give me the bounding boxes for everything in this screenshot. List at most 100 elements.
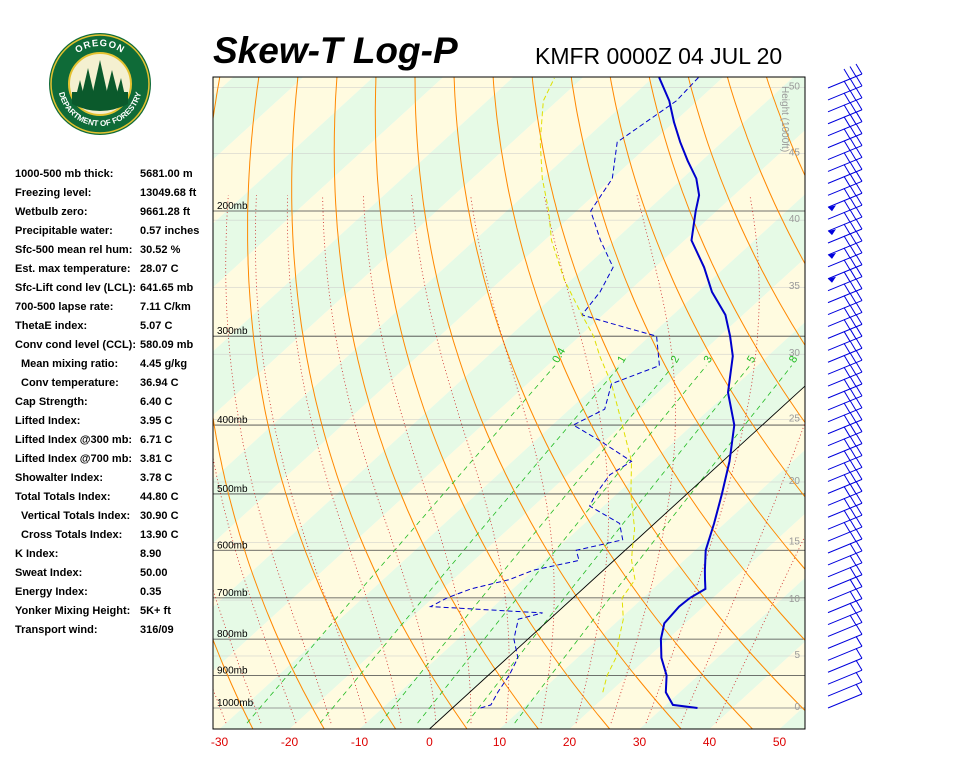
index-label: Conv cond level (CCL): bbox=[15, 339, 137, 351]
wind-barb bbox=[827, 409, 863, 435]
dry-adiabat bbox=[213, 77, 325, 729]
x-tick-label: 40 bbox=[703, 735, 717, 749]
index-label: Lifted Index: bbox=[15, 415, 81, 427]
temperature-band bbox=[359, 322, 805, 729]
index-value: 30.90 C bbox=[140, 510, 179, 522]
temperature-band bbox=[213, 77, 234, 96]
index-row: Showalter Index: 3.78 C bbox=[15, 472, 215, 491]
height-label: 10 bbox=[789, 594, 801, 605]
index-value: 641.65 mb bbox=[140, 282, 194, 294]
temperature-trace bbox=[658, 77, 736, 709]
index-value: 3.81 C bbox=[140, 453, 173, 465]
mixing-ratio-label: 5 bbox=[745, 354, 758, 365]
mixing-ratio-line bbox=[514, 365, 793, 724]
index-row: Energy Index: 0.35 bbox=[15, 586, 215, 605]
dry-adiabat bbox=[291, 77, 468, 729]
wind-barb bbox=[827, 349, 863, 375]
wind-barb bbox=[827, 445, 863, 471]
wind-barb bbox=[827, 171, 863, 196]
index-label: Cross Totals Index: bbox=[21, 529, 123, 541]
temperature-band bbox=[779, 705, 805, 729]
dry-adiabat bbox=[920, 72, 960, 732]
mixing-ratio-line bbox=[466, 365, 751, 724]
wind-barb bbox=[827, 421, 863, 447]
dry-adiabat bbox=[492, 77, 805, 712]
index-row: Cap Strength: 6.40 C bbox=[15, 396, 215, 415]
wind-barb bbox=[827, 87, 863, 113]
index-row: Lifted Index @700 mb: 3.81 C bbox=[15, 453, 215, 472]
wind-barb bbox=[827, 75, 863, 101]
wind-barb bbox=[827, 528, 863, 554]
x-tick-label: 20 bbox=[563, 735, 577, 749]
dewpoint-trace bbox=[428, 77, 700, 709]
wind-barb bbox=[827, 63, 863, 89]
dry-adiabat bbox=[843, 72, 960, 732]
index-row: Cross Totals Index: 13.90 C bbox=[15, 529, 215, 548]
index-value: 6.71 C bbox=[140, 434, 173, 446]
index-value: 28.07 C bbox=[140, 263, 179, 275]
index-value: 0.35 bbox=[140, 586, 162, 598]
index-label: Sfc-Lift cond lev (LCL): bbox=[15, 282, 136, 294]
x-tick-label: -20 bbox=[281, 735, 299, 749]
x-tick-label: 0 bbox=[426, 735, 433, 749]
temperature-band bbox=[499, 450, 805, 729]
index-label: Wetbulb zero: bbox=[15, 206, 88, 218]
index-row: Sfc-Lift cond lev (LCL): 641.65 mb bbox=[15, 282, 215, 301]
index-label: 1000-500 mb thick: bbox=[15, 168, 114, 180]
dry-adiabat bbox=[247, 77, 397, 729]
mixing-ratio-label: 3 bbox=[702, 354, 715, 365]
parcel-trace bbox=[539, 77, 636, 693]
isotherm-line bbox=[429, 385, 805, 729]
wind-barb bbox=[827, 302, 863, 327]
pressure-label: 400mb bbox=[217, 415, 248, 426]
index-value: 316/09 bbox=[140, 624, 174, 636]
mixing-ratio-line bbox=[246, 365, 556, 724]
wind-barb bbox=[827, 278, 863, 304]
oregon-forestry-logo: OREGON DEPARTMENT OF FORESTRY bbox=[48, 32, 152, 136]
x-tick-label: 50 bbox=[773, 735, 787, 749]
index-row: Est. max temperature: 28.07 C bbox=[15, 263, 215, 282]
height-label: 5 bbox=[794, 650, 800, 661]
pressure-label: 300mb bbox=[217, 326, 248, 337]
x-tick-label: 30 bbox=[633, 735, 647, 749]
index-row: Lifted Index: 3.95 C bbox=[15, 415, 215, 434]
wind-barb bbox=[827, 564, 863, 590]
plot-area bbox=[213, 72, 960, 732]
wind-barb bbox=[827, 433, 863, 459]
wind-barb bbox=[827, 111, 863, 137]
chart-title: Skew-T Log-P bbox=[213, 30, 458, 71]
moist-adiabat bbox=[645, 195, 760, 724]
temperature-band bbox=[213, 130, 805, 729]
temperature-band bbox=[213, 77, 794, 608]
index-value: 9661.28 ft bbox=[140, 206, 191, 218]
wind-barb bbox=[827, 290, 863, 316]
pressure-label: 500mb bbox=[217, 484, 248, 495]
wind-barb bbox=[827, 552, 863, 578]
index-label: Precipitable water: bbox=[15, 225, 113, 237]
wind-barb bbox=[827, 123, 863, 149]
wind-barb bbox=[827, 159, 863, 184]
wind-barb bbox=[827, 540, 863, 566]
wind-barb bbox=[827, 457, 863, 482]
index-value: 7.11 C/km bbox=[140, 301, 191, 313]
index-value: 13049.68 ft bbox=[140, 187, 197, 199]
wind-barb bbox=[827, 492, 863, 518]
index-label: Showalter Index: bbox=[15, 472, 104, 484]
pressure-label: 700mb bbox=[217, 588, 248, 599]
mixing-ratio-line bbox=[319, 365, 621, 724]
index-label: Cap Strength: bbox=[15, 396, 88, 408]
dry-adiabat bbox=[374, 77, 611, 729]
wind-barb bbox=[827, 683, 863, 709]
index-row: ThetaE index: 5.07 C bbox=[15, 320, 215, 339]
logo-trees bbox=[76, 60, 125, 96]
logo-center-ring bbox=[68, 52, 132, 116]
index-label: ThetaE index: bbox=[15, 320, 88, 332]
index-label: Sfc-500 mean rel hum: bbox=[15, 244, 133, 256]
mixing-ratio-line bbox=[379, 365, 674, 724]
index-value: 30.52 % bbox=[140, 244, 181, 256]
logo-gold-ring bbox=[50, 34, 150, 134]
moist-adiabat bbox=[470, 195, 555, 724]
index-value: 5K+ ft bbox=[140, 605, 171, 617]
mixing-ratio-label: 8 bbox=[787, 354, 800, 365]
